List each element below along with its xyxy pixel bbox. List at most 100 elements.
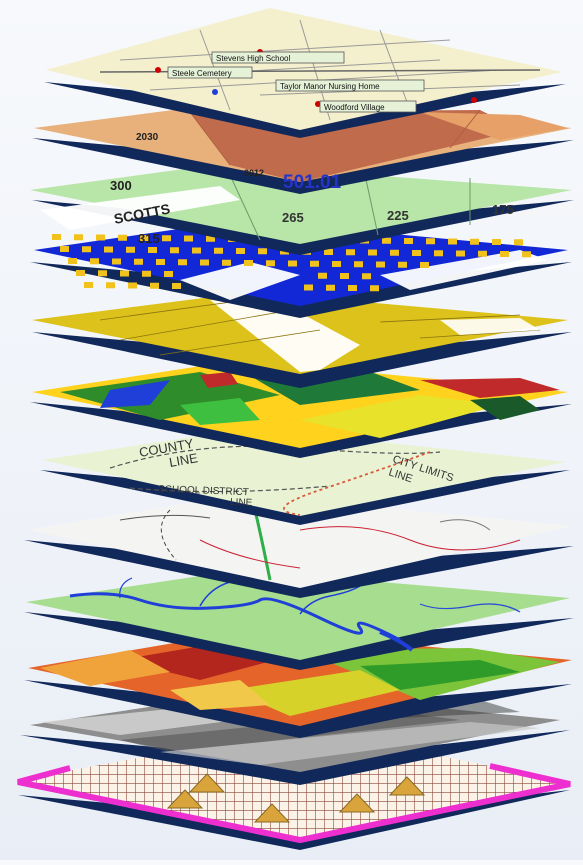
building-footprint bbox=[164, 271, 173, 277]
grid-triangle bbox=[253, 803, 291, 823]
building-footprint bbox=[304, 284, 313, 291]
building-footprint bbox=[128, 282, 137, 289]
building-footprint bbox=[112, 258, 121, 265]
building-footprint bbox=[214, 247, 223, 254]
layer-hydrology bbox=[24, 570, 574, 670]
layer-streets: Stevens High School Steele Cemetery Tayl… bbox=[44, 8, 566, 138]
layer-plate bbox=[20, 730, 570, 785]
building-footprint bbox=[412, 250, 421, 256]
building-footprint bbox=[340, 273, 349, 279]
building-footprint bbox=[390, 249, 399, 256]
building-footprint bbox=[148, 247, 157, 253]
building-footprint bbox=[178, 259, 187, 266]
boundary-label: SCHOOL DISTRICT bbox=[158, 484, 249, 498]
building-footprint bbox=[382, 237, 391, 244]
street-label: Steele Cemetery bbox=[172, 69, 232, 78]
building-footprint bbox=[420, 262, 429, 268]
boundaries-surface bbox=[42, 428, 566, 516]
building-footprint bbox=[106, 282, 115, 289]
building-footprint bbox=[266, 260, 275, 267]
building-footprint bbox=[162, 235, 171, 242]
building-footprint bbox=[104, 246, 113, 253]
building-footprint bbox=[310, 260, 319, 267]
street-label-box: Taylor Manor Nursing Home bbox=[275, 79, 425, 92]
building-footprint bbox=[82, 246, 91, 253]
building-footprint bbox=[126, 246, 135, 253]
building-footprint bbox=[492, 239, 501, 245]
building-footprint bbox=[514, 239, 523, 246]
street-label-box: Woodford Village bbox=[319, 100, 417, 113]
building-footprint bbox=[522, 251, 531, 258]
building-footprint bbox=[192, 247, 201, 254]
building-footprint bbox=[206, 235, 215, 242]
building-footprint bbox=[348, 285, 357, 291]
building-footprint bbox=[74, 234, 83, 241]
building-footprint bbox=[150, 282, 159, 289]
building-footprint bbox=[376, 261, 385, 268]
building-footprint bbox=[478, 250, 487, 257]
streets-surface bbox=[46, 8, 562, 130]
building-footprint bbox=[118, 234, 127, 241]
street-label: Woodford Village bbox=[324, 103, 385, 112]
layer-elevation bbox=[24, 630, 572, 738]
building-footprint bbox=[318, 272, 327, 279]
boundary-label: LINE bbox=[230, 497, 253, 509]
building-footprint bbox=[456, 250, 465, 257]
building-footprint bbox=[68, 258, 77, 264]
river bbox=[69, 592, 401, 642]
zoning-surface bbox=[30, 164, 572, 244]
building-footprint bbox=[170, 247, 179, 254]
building-footprint bbox=[332, 261, 341, 267]
building-footprint bbox=[134, 258, 143, 265]
building-footprint bbox=[140, 235, 149, 241]
layer-zoning: 300 SCOTTS 265 225 175 315 bbox=[30, 164, 574, 255]
building-footprint bbox=[76, 270, 85, 276]
building-footprint bbox=[500, 251, 509, 257]
building-footprint bbox=[434, 250, 443, 257]
building-footprint bbox=[84, 282, 93, 288]
hydrology-surface bbox=[26, 570, 570, 660]
building-footprint bbox=[448, 238, 457, 245]
building-footprint bbox=[60, 246, 69, 252]
building-footprint bbox=[326, 284, 335, 291]
building-footprint bbox=[90, 258, 99, 265]
zoning-label: 225 bbox=[387, 208, 409, 223]
building-footprint bbox=[426, 238, 435, 245]
tract-label: 2030 bbox=[136, 132, 159, 143]
tract-label: 3012 bbox=[244, 168, 264, 178]
building-footprint bbox=[200, 259, 209, 266]
building-footprint bbox=[244, 260, 253, 266]
grid-triangle bbox=[338, 793, 376, 813]
building-footprint bbox=[370, 285, 379, 292]
building-footprint bbox=[52, 234, 61, 240]
building-footprint bbox=[184, 235, 193, 242]
building-footprint bbox=[172, 283, 181, 289]
building-footprint bbox=[346, 249, 355, 256]
grid-triangle bbox=[388, 776, 426, 796]
street-label: Taylor Manor Nursing Home bbox=[280, 82, 380, 91]
zoning-label: 175 bbox=[492, 202, 514, 217]
building-footprint bbox=[156, 259, 165, 265]
building-footprint bbox=[470, 238, 479, 245]
street-label: Stevens High School bbox=[216, 54, 290, 63]
building-footprint bbox=[120, 270, 129, 277]
grid-triangle bbox=[166, 789, 204, 809]
building-footprint bbox=[236, 248, 245, 254]
building-footprint bbox=[354, 261, 363, 268]
layer-roads bbox=[24, 494, 574, 598]
zoning-label: 300 bbox=[110, 178, 132, 193]
zoning-label: 265 bbox=[282, 210, 304, 225]
building-footprint bbox=[98, 270, 107, 277]
layer-land-cover bbox=[30, 360, 572, 458]
building-footprint bbox=[258, 248, 267, 255]
tract-label: 501.01 bbox=[283, 172, 342, 193]
zoning-label: 315 bbox=[138, 231, 160, 246]
building-footprint bbox=[362, 273, 371, 280]
building-footprint bbox=[368, 249, 377, 256]
street-label-box: Steele Cemetery bbox=[167, 66, 253, 79]
layer-buildings bbox=[30, 220, 572, 318]
building-footprint bbox=[398, 261, 407, 268]
street-label-box: Stevens High School bbox=[211, 51, 345, 64]
